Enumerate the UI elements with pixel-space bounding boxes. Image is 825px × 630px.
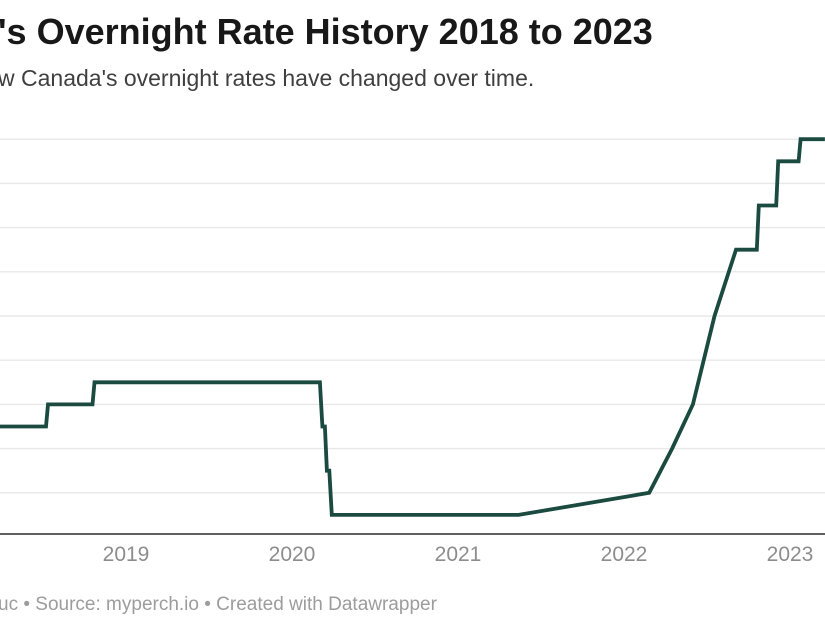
x-axis-tick-label: 2020 <box>268 543 316 566</box>
chart-subtitle: w Canada's overnight rates have changed … <box>0 65 535 91</box>
footer-separator-text: • Created with <box>198 594 329 615</box>
overnight-rate-line <box>0 137 825 517</box>
x-axis-tick-label: 2023 <box>766 543 814 566</box>
chart-footer: uc • Source: myperch.io • Created with D… <box>0 594 437 617</box>
chart-title: 's Overnight Rate History 2018 to 2023 <box>0 11 653 52</box>
x-axis-tick-label: 2022 <box>600 543 648 566</box>
gridlines <box>0 138 825 494</box>
source-link[interactable]: myperch.io <box>106 594 199 615</box>
footer-byline-text: uc • Source: <box>0 594 107 615</box>
datawrapper-link[interactable]: Datawrapper <box>328 594 437 615</box>
x-axis-tick-label: 2019 <box>102 543 150 566</box>
x-axis-tick-label: 2021 <box>434 543 482 566</box>
